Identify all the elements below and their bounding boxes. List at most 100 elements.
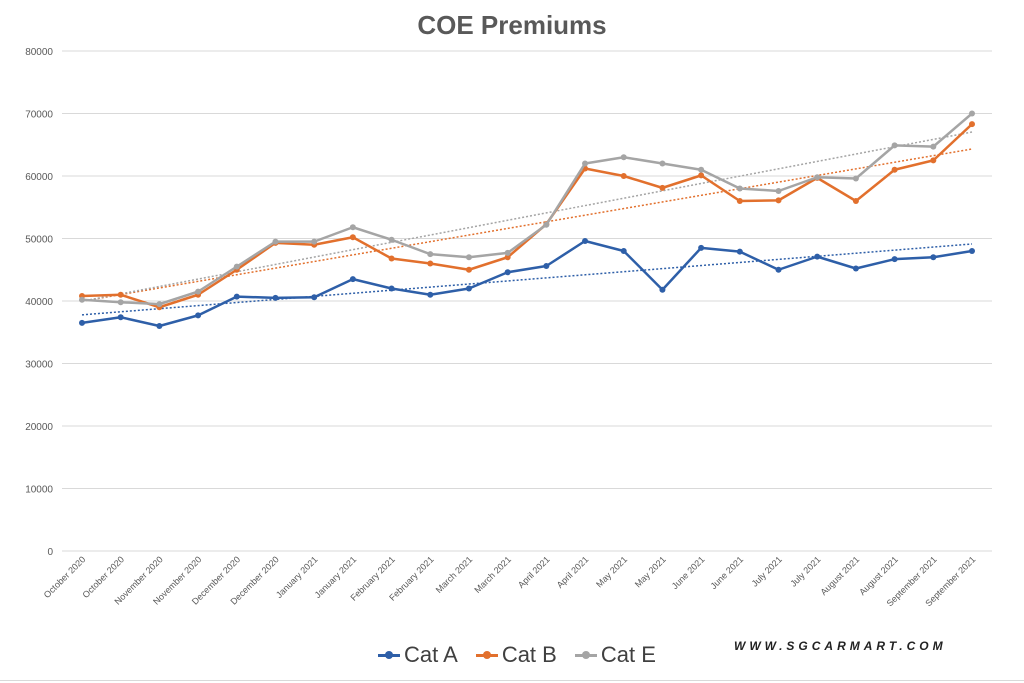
data-point-cat-e xyxy=(969,110,975,117)
data-point-cat-e xyxy=(427,251,434,258)
data-point-cat-a xyxy=(504,269,511,276)
legend-item-cat-b: Cat B xyxy=(475,642,557,668)
data-point-cat-a xyxy=(349,276,356,283)
data-point-cat-b xyxy=(891,166,898,173)
legend-label: Cat B xyxy=(501,642,557,667)
legend-swatch-icon xyxy=(574,644,597,666)
data-point-cat-a xyxy=(814,253,821,260)
x-tick-label: May 2021 xyxy=(633,554,668,589)
data-point-cat-a xyxy=(388,285,395,292)
data-point-cat-a xyxy=(195,312,202,319)
data-point-cat-a xyxy=(311,294,318,301)
data-point-cat-a xyxy=(156,323,163,329)
data-point-cat-a xyxy=(891,256,898,263)
data-point-cat-a xyxy=(736,248,743,255)
data-point-cat-e xyxy=(891,142,898,149)
data-point-cat-a xyxy=(117,314,124,321)
y-tick-label: 80000 xyxy=(25,47,53,58)
data-point-cat-b xyxy=(659,184,666,191)
x-tick-label: April 2021 xyxy=(516,554,552,590)
data-point-cat-a xyxy=(620,248,627,254)
y-tick-label: 60000 xyxy=(25,172,53,183)
legend-swatch-icon xyxy=(378,644,400,666)
data-point-cat-e xyxy=(620,154,627,161)
data-point-cat-e xyxy=(156,301,163,308)
legend-item-cat-a: Cat A xyxy=(378,642,458,668)
legend-label: Cat E xyxy=(600,642,656,667)
data-point-cat-b xyxy=(388,255,395,262)
data-point-cat-b xyxy=(427,260,434,267)
data-point-cat-b xyxy=(930,157,937,164)
series-line-cat-a xyxy=(80,239,974,328)
data-point-cat-b xyxy=(349,234,356,241)
x-tick-label: March 2021 xyxy=(434,554,475,595)
data-point-cat-e xyxy=(195,288,202,295)
y-tick-label: 40000 xyxy=(25,297,53,308)
chart-title: COE Premiums xyxy=(417,10,607,40)
data-point-cat-e xyxy=(465,254,472,261)
data-point-cat-a xyxy=(272,294,279,301)
data-point-cat-e xyxy=(349,224,356,231)
x-tick-label: June 2021 xyxy=(670,554,707,591)
data-point-cat-a xyxy=(659,286,666,293)
data-point-cat-b xyxy=(504,254,511,261)
x-tick-label: July 2021 xyxy=(750,554,784,588)
data-point-cat-a xyxy=(930,254,937,261)
trendline-cat-e xyxy=(81,131,973,302)
data-point-cat-a xyxy=(852,265,859,272)
data-point-cat-e xyxy=(117,299,124,306)
x-tick-label: June 2021 xyxy=(708,554,745,591)
data-point-cat-a xyxy=(233,293,240,300)
data-point-cat-e xyxy=(79,296,85,303)
data-point-cat-e xyxy=(814,174,821,181)
legend-label: Cat A xyxy=(404,642,458,667)
data-point-cat-a xyxy=(543,263,550,269)
data-point-cat-b xyxy=(117,291,124,298)
x-tick-label: April 2021 xyxy=(555,554,591,590)
y-tick-label: 0 xyxy=(47,547,53,558)
y-tick-label: 70000 xyxy=(25,110,53,121)
y-tick-label: 30000 xyxy=(25,360,53,371)
data-point-cat-a xyxy=(582,238,589,244)
data-point-cat-e xyxy=(311,238,318,245)
data-point-cat-a xyxy=(427,291,434,298)
data-point-cat-e xyxy=(543,221,550,228)
data-point-cat-b xyxy=(852,198,859,204)
data-point-cat-b xyxy=(736,198,743,204)
y-tick-label: 20000 xyxy=(25,422,53,433)
data-point-cat-a xyxy=(698,244,705,251)
y-tick-label: 10000 xyxy=(25,485,53,496)
data-point-cat-e xyxy=(775,188,782,194)
data-point-cat-b xyxy=(775,197,782,204)
data-point-cat-e xyxy=(698,166,705,173)
x-tick-label: August 2021 xyxy=(819,554,862,597)
data-point-cat-e xyxy=(736,185,743,192)
data-point-cat-a xyxy=(969,248,975,254)
x-tick-label: March 2021 xyxy=(472,554,513,595)
data-point-cat-b xyxy=(620,173,627,179)
data-point-cat-a xyxy=(79,319,85,326)
data-point-cat-e xyxy=(233,263,240,270)
data-point-cat-a xyxy=(465,285,472,292)
x-tick-label: August 2021 xyxy=(857,554,900,597)
series-line-cat-e xyxy=(80,112,974,306)
data-point-cat-e xyxy=(388,236,395,243)
data-point-cat-b xyxy=(465,266,472,273)
legend-item-cat-e: Cat E xyxy=(574,642,656,668)
data-point-cat-e xyxy=(504,249,511,256)
data-point-cat-e xyxy=(852,175,859,182)
trendline-cat-a xyxy=(81,243,973,316)
data-point-cat-a xyxy=(775,266,782,273)
legend: Cat A Cat B Cat E xyxy=(378,640,656,670)
x-tick-label: July 2021 xyxy=(788,554,822,588)
bottom-frame-line xyxy=(0,680,1024,681)
data-point-cat-e xyxy=(582,160,589,167)
data-point-cat-e xyxy=(272,238,279,245)
x-tick-label: May 2021 xyxy=(594,554,629,589)
data-point-cat-b xyxy=(698,172,705,179)
watermark: WWW.SGCARMART.COM xyxy=(734,639,947,653)
data-point-cat-e xyxy=(930,143,937,150)
trendline-cat-b xyxy=(81,148,973,302)
